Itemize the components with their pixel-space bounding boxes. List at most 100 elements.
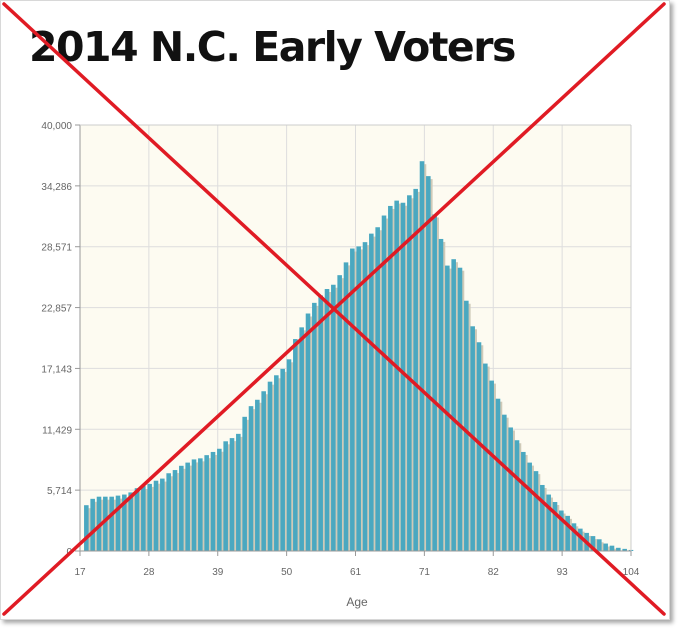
y-tick-label: 22,857: [41, 304, 72, 315]
bar-age-87: [521, 451, 526, 551]
bar-age-93: [559, 510, 564, 551]
cross-line-2: [2, 2, 666, 616]
bar-age-42: [236, 433, 241, 551]
bar-age-49: [280, 368, 285, 551]
bar-age-56: [324, 289, 330, 551]
y-tick-label: 11,429: [42, 425, 72, 436]
bar-age-51: [293, 339, 298, 551]
bar-age-65: [381, 215, 387, 551]
y-tick-label: 34,286: [41, 182, 72, 193]
bar-age-41: [229, 438, 235, 551]
red-cross-overlay: [2, 2, 666, 616]
bar-age-52: [299, 327, 304, 551]
bar-age-59: [343, 262, 349, 551]
bar-age-24: [122, 494, 127, 551]
bar-age-40: [223, 441, 228, 551]
bar-age-90: [540, 484, 545, 551]
bar-age-86: [514, 440, 520, 551]
bar-age-71: [419, 161, 425, 551]
bar-age-84: [502, 414, 507, 551]
bar-age-96: [578, 528, 583, 551]
bar-age-91: [546, 494, 551, 551]
bar-age-85: [508, 427, 513, 551]
bar-age-48: [274, 375, 279, 551]
bar-age-98: [590, 536, 596, 551]
bar-age-78: [464, 300, 469, 551]
bar-age-50: [286, 359, 292, 551]
bar-age-45: [255, 399, 260, 551]
bar-age-19: [90, 498, 95, 551]
x-tick-label: 50: [281, 567, 293, 578]
bar-age-83: [495, 398, 501, 551]
x-tick-label: 82: [488, 567, 500, 578]
bar-age-80: [476, 342, 482, 551]
bar-age-39: [217, 448, 222, 551]
bar-age-35: [191, 459, 197, 551]
bar-age-29: [153, 480, 159, 551]
x-tick-label: 93: [557, 567, 569, 578]
bar-age-43: [242, 416, 247, 551]
bar-age-92: [552, 502, 558, 551]
x-axis-label: Age: [346, 595, 368, 609]
bar-age-31: [166, 473, 171, 551]
bar-age-99: [597, 539, 602, 551]
bar-age-30: [160, 478, 165, 551]
x-tick-label: 61: [350, 567, 362, 578]
bar-age-81: [483, 363, 488, 551]
bar-age-58: [337, 275, 342, 551]
bar-age-73: [432, 214, 437, 551]
x-tick-label: 71: [419, 567, 431, 578]
bar-age-94: [565, 515, 570, 551]
y-tick-label: 28,571: [41, 243, 72, 254]
bar-age-60: [350, 248, 355, 552]
bar-age-57: [331, 284, 336, 551]
bar-age-61: [356, 246, 361, 551]
bars: [84, 161, 634, 552]
bar-age-47: [267, 381, 273, 551]
bar-age-38: [210, 451, 216, 551]
x-tick-label: 17: [74, 567, 86, 578]
bar-age-82: [489, 380, 494, 551]
bar-age-28: [147, 483, 152, 551]
bar-age-89: [533, 471, 539, 551]
bar-age-22: [109, 496, 114, 551]
bar-age-64: [375, 227, 380, 552]
bar-age-88: [527, 462, 532, 551]
bar-age-53: [305, 313, 311, 551]
bar-age-33: [179, 465, 184, 551]
bar-age-69: [407, 195, 412, 552]
bar-age-25: [128, 492, 133, 551]
bar-age-37: [204, 455, 209, 551]
bar-age-18: [84, 505, 89, 551]
y-tick-labels: 05,71411,42917,14322,85728,57134,28640,0…: [41, 121, 80, 558]
bar-age-100: [603, 543, 608, 551]
bar-age-72: [426, 176, 431, 551]
bar-age-26: [134, 488, 140, 551]
y-tick-label: 5,714: [47, 486, 72, 497]
bar-age-55: [318, 295, 323, 551]
y-tick-label: 40,000: [41, 121, 72, 132]
bar-age-75: [445, 265, 450, 551]
bar-age-54: [312, 302, 317, 551]
bar-age-101: [609, 545, 615, 551]
x-tick-labels: 17 28 39 50 61 71 82 93 104: [74, 551, 640, 578]
bar-age-103: [622, 548, 627, 551]
bar-age-95: [571, 523, 577, 551]
x-tick-label: 104: [623, 567, 640, 578]
bar-age-67: [394, 200, 399, 552]
bar-age-70: [413, 188, 418, 551]
bar-age-62: [362, 242, 368, 551]
bar-age-77: [457, 267, 463, 551]
bar-age-66: [388, 205, 393, 551]
y-tick-label: 17,143: [41, 364, 72, 375]
bar-age-27: [141, 486, 146, 551]
bar-age-23: [115, 495, 121, 551]
bar-age-68: [400, 202, 406, 551]
bar-age-32: [172, 470, 178, 551]
x-tick-label: 39: [212, 567, 224, 578]
chart-title: 2014 N.C. Early Voters: [29, 23, 516, 71]
bar-age-34: [185, 462, 190, 551]
bar-age-76: [451, 259, 456, 551]
bar-age-74: [438, 238, 444, 551]
